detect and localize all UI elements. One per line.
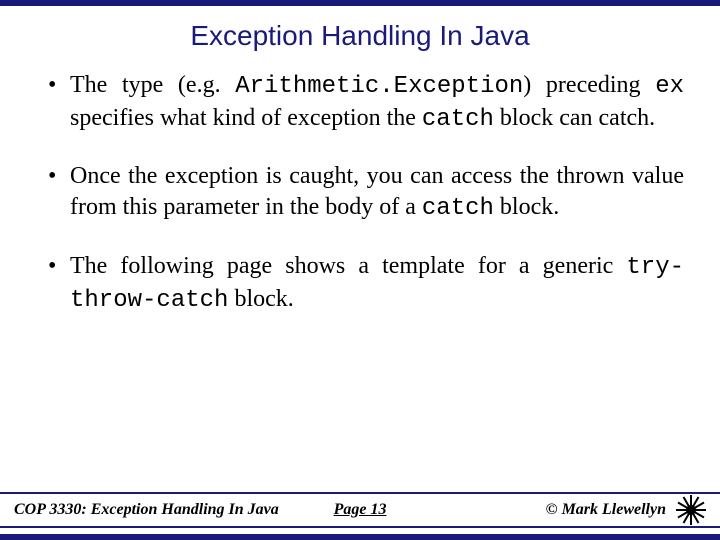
bullet-2-text-post: block. [494, 194, 559, 220]
footer-right-group: © Mark Llewellyn [546, 495, 706, 525]
bullet-1-text-mid2: specifies what kind of exception the [70, 105, 422, 131]
slide-title: Exception Handling In Java [0, 6, 720, 62]
footer-page: Page 13 [334, 501, 387, 519]
bullet-3-text-post: block. [228, 286, 293, 312]
bullet-1-text-pre: The type (e.g. [70, 72, 235, 98]
slide: Exception Handling In Java The type (e.g… [0, 0, 720, 540]
bullet-1-text-post: block can catch. [494, 105, 655, 131]
bullet-1-code-1: Arithmetic.Exception [235, 73, 523, 100]
bullet-1-code-3: catch [422, 106, 494, 133]
bullet-3-text-pre: The following page shows a template for … [70, 253, 626, 279]
bullet-1-code-2: ex [655, 73, 684, 100]
slide-body: The type (e.g. Arithmetic.Exception) pre… [0, 62, 720, 316]
ucf-logo-icon [676, 495, 706, 525]
bullet-1: The type (e.g. Arithmetic.Exception) pre… [48, 70, 684, 135]
bullet-2: Once the exception is caught, you can ac… [48, 161, 684, 224]
bullet-3: The following page shows a template for … [48, 251, 684, 316]
bullet-2-code-1: catch [422, 195, 494, 222]
bullet-2-text-pre: Once the exception is caught, you can ac… [70, 163, 684, 220]
footer-course: COP 3330: Exception Handling In Java [14, 501, 279, 519]
slide-footer: COP 3330: Exception Handling In Java Pag… [0, 492, 720, 528]
footer-copyright: © Mark Llewellyn [546, 501, 666, 519]
bullet-1-text-mid1: ) preceding [523, 72, 655, 98]
